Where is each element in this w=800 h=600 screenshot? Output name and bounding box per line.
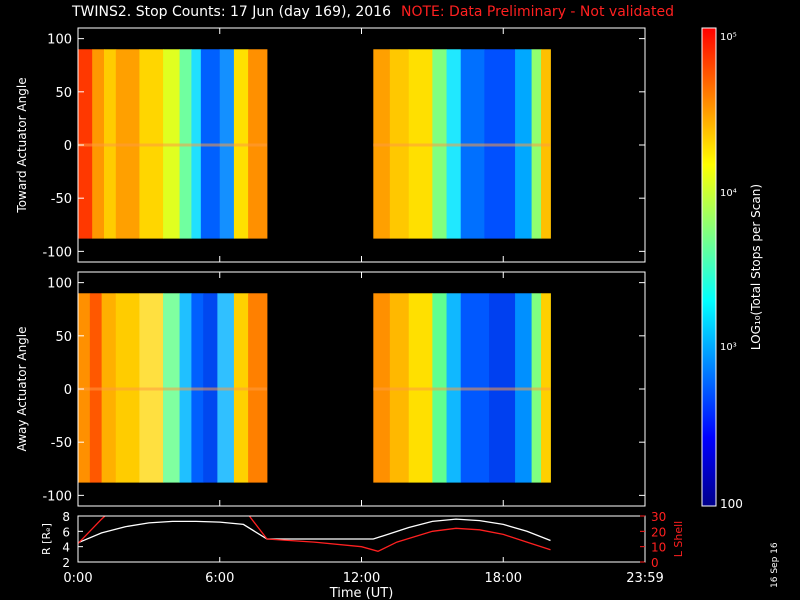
x-tick-label: 12:00: [343, 571, 380, 586]
y-tick-label-right: 10: [651, 541, 666, 555]
y-tick-label: -100: [42, 245, 72, 260]
x-tick-label: 0:00: [63, 571, 92, 586]
x-axis-label: Time (UT): [329, 586, 394, 600]
y-tick-label: -50: [51, 436, 72, 451]
colorbar-tick-label: 10⁵: [720, 32, 737, 43]
y-tick-label: 6: [62, 525, 70, 539]
y-tick-label: 0: [64, 383, 72, 398]
colorbar-tick-label: 10⁴: [720, 188, 737, 199]
y-tick-label-right: 30: [651, 510, 666, 524]
axes-layer: [77, 27, 710, 563]
y-tick-label: 0: [64, 139, 72, 154]
colorbar-label: LOG₁₀(Total Stops per Scan): [749, 184, 763, 350]
line-layer: [78, 516, 551, 552]
colorbar: [701, 27, 717, 507]
y-tick-label: 100: [47, 33, 72, 48]
zero-angle-streak: [78, 143, 267, 147]
colorbar-bottom-label: 100: [720, 497, 743, 511]
y-tick-label: 100: [47, 277, 72, 292]
y-tick-label-right: 0: [651, 556, 659, 570]
y-tick-label: -50: [51, 192, 72, 207]
y-tick-label: 50: [55, 330, 72, 345]
series-line-r: [78, 518, 551, 544]
series-line-lshell: [78, 516, 551, 552]
y-tick-label: -100: [42, 489, 72, 504]
zero-angle-streak: [373, 387, 551, 391]
colorbar-tick-label: 10³: [720, 342, 737, 353]
date-stamp: 16 Sep 16: [770, 542, 780, 588]
y-axis-label-right: L Shell: [672, 521, 685, 557]
y-tick-label: 8: [62, 510, 70, 524]
title-note: NOTE: Data Preliminary - Not validated: [400, 4, 675, 20]
x-tick-label: 18:00: [485, 571, 522, 586]
y-axis-label-left: R [Rₑ]: [40, 523, 53, 555]
zero-angle-streak: [373, 143, 551, 147]
chart-title: TWINS2. Stop Counts: 17 Jun (day 169), 2…: [72, 4, 674, 20]
y-tick-label: 4: [62, 541, 70, 555]
y-axis-label: Away Actuator Angle: [15, 326, 29, 451]
y-axis-label: Toward Actuator Angle: [15, 77, 29, 213]
x-tick-label: 6:00: [205, 571, 234, 586]
zero-angle-streak: [78, 387, 267, 391]
title-main: TWINS2. Stop Counts: 17 Jun (day 169), 2…: [72, 4, 391, 20]
y-tick-label-right: 20: [651, 525, 666, 539]
y-tick-label: 2: [62, 556, 70, 570]
heatmap-layer: [78, 49, 551, 483]
y-tick-label: 50: [55, 86, 72, 101]
x-tick-label: 23:59: [626, 571, 663, 586]
